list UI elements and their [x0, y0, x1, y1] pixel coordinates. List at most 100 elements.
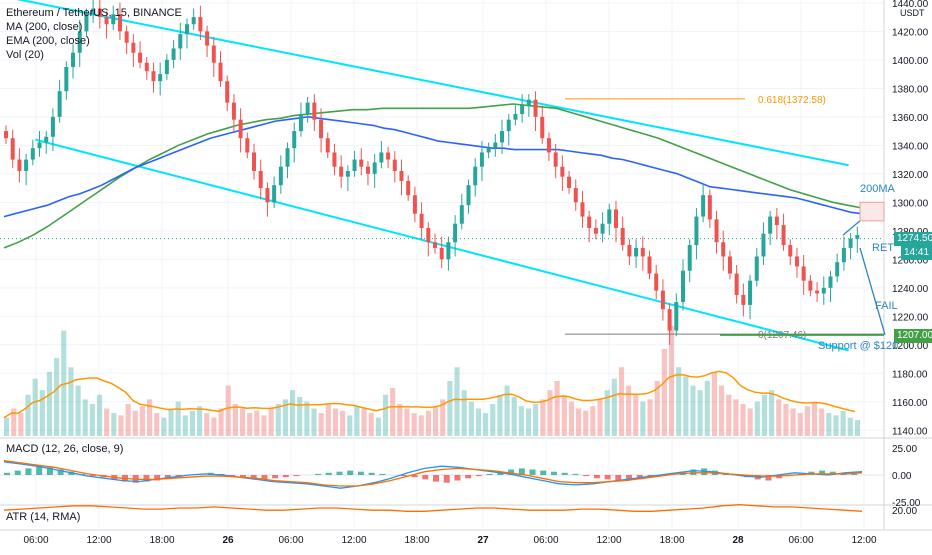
macd-histogram-bar: [315, 473, 322, 475]
macd-histogram-bar: [540, 470, 547, 475]
volume-bar: [239, 408, 246, 436]
candle-body: [258, 170, 263, 189]
candle-body: [567, 176, 572, 189]
volume-bar: [297, 397, 303, 436]
volume-bar: [761, 394, 768, 436]
macd-histogram-bar: [261, 475, 268, 480]
candle-body: [339, 166, 344, 177]
candle-body: [600, 223, 605, 234]
price-tick-label: 1200.00: [892, 341, 929, 352]
candle-body: [573, 188, 578, 203]
time-tick-label: 18:00: [149, 535, 174, 546]
volume-bar: [697, 390, 703, 436]
candle-body: [634, 247, 639, 257]
volume-bar: [132, 410, 138, 436]
macd-histogram-bar: [626, 475, 633, 480]
macd-histogram-bar: [379, 473, 386, 475]
volume-bar: [683, 376, 689, 436]
volume-bar: [425, 410, 431, 436]
candle-body: [365, 166, 370, 174]
volume-bar: [618, 367, 625, 436]
macd-histogram-bar: [465, 475, 472, 479]
candle-body: [104, 17, 109, 25]
volume-bar: [254, 410, 260, 436]
volume-bar: [89, 403, 95, 436]
volume-bar: [340, 410, 346, 436]
macd-tick-label: 0.00: [892, 471, 912, 482]
volume-bar: [189, 410, 196, 436]
candle-body: [540, 116, 545, 139]
volume-bar: [769, 390, 775, 436]
macd-histogram-bar: [593, 475, 600, 479]
candle-body: [627, 245, 632, 257]
candle-body: [687, 245, 692, 271]
volume-bar: [175, 401, 181, 436]
volume-bar: [468, 401, 474, 436]
candle-body: [50, 116, 55, 137]
volume-bar: [46, 371, 53, 436]
candle-body: [721, 242, 726, 257]
candle-body: [298, 113, 303, 132]
macd-tick-label: -25.00: [892, 498, 921, 509]
candle-body: [553, 152, 558, 167]
candle-body: [506, 119, 511, 132]
macd-histogram-bar: [819, 470, 826, 475]
support-annotation: Support @ $120: [818, 340, 899, 352]
macd-histogram-bar: [529, 469, 536, 475]
candle-body: [701, 195, 706, 217]
volume-bar: [640, 401, 646, 436]
price-tick-label: 1300.00: [892, 198, 929, 209]
macd-histogram-bar: [400, 475, 407, 477]
candle-body: [479, 152, 484, 167]
volume-bar: [811, 401, 818, 436]
volume-bar: [282, 399, 288, 436]
volume-bar: [626, 385, 632, 436]
volume-bar: [354, 406, 360, 436]
volume-bar: [290, 390, 296, 436]
candle-body: [44, 136, 49, 143]
candle-body: [453, 223, 458, 243]
candle-body: [748, 280, 753, 305]
candle-body: [620, 227, 625, 246]
candle-body: [848, 238, 853, 248]
candle-body: [660, 290, 665, 310]
macd-histogram-bar: [14, 470, 21, 475]
volume-bar: [561, 394, 567, 436]
macd-legend: MACD (12, 26, close, 9): [6, 442, 123, 456]
volume-bar: [797, 413, 803, 436]
symbol-title: Ethereum / TetherUS, 15, BINANCE: [6, 7, 182, 19]
volume-bar: [754, 401, 760, 436]
countdown-tag: 14:41: [901, 246, 932, 260]
candle-body: [312, 102, 317, 120]
volume-bar: [390, 387, 396, 436]
candle-body: [225, 81, 230, 103]
volume-bar: [676, 367, 682, 436]
channel-upper-line: [16, 0, 849, 167]
time-tick-label: 06:00: [23, 535, 48, 546]
price-tick-label: 1380.00: [892, 84, 929, 95]
time-tick-label: 12:00: [851, 535, 876, 546]
macd-histogram-bar: [336, 471, 343, 475]
candle-body: [345, 170, 350, 177]
volume-bar: [168, 408, 174, 436]
macd-histogram-bar: [143, 475, 150, 482]
volume-bar: [833, 415, 839, 436]
support-price-tag: 1207.00: [894, 329, 932, 343]
volume-bar: [647, 399, 653, 436]
candle-body: [359, 159, 364, 167]
candle-body: [580, 202, 585, 217]
candle-body: [754, 256, 759, 281]
candle-body: [198, 17, 203, 32]
volume-bar: [733, 399, 739, 436]
volume-bar: [511, 397, 517, 436]
candle-body: [332, 152, 337, 167]
time-tick-label: 28: [732, 535, 744, 546]
ret-annotation: RET: [872, 242, 894, 254]
candle-body: [124, 31, 129, 43]
macd-histogram-bar: [89, 475, 96, 477]
macd-histogram-bar: [347, 470, 354, 475]
candle-body: [640, 247, 645, 257]
candle-body: [794, 256, 799, 267]
